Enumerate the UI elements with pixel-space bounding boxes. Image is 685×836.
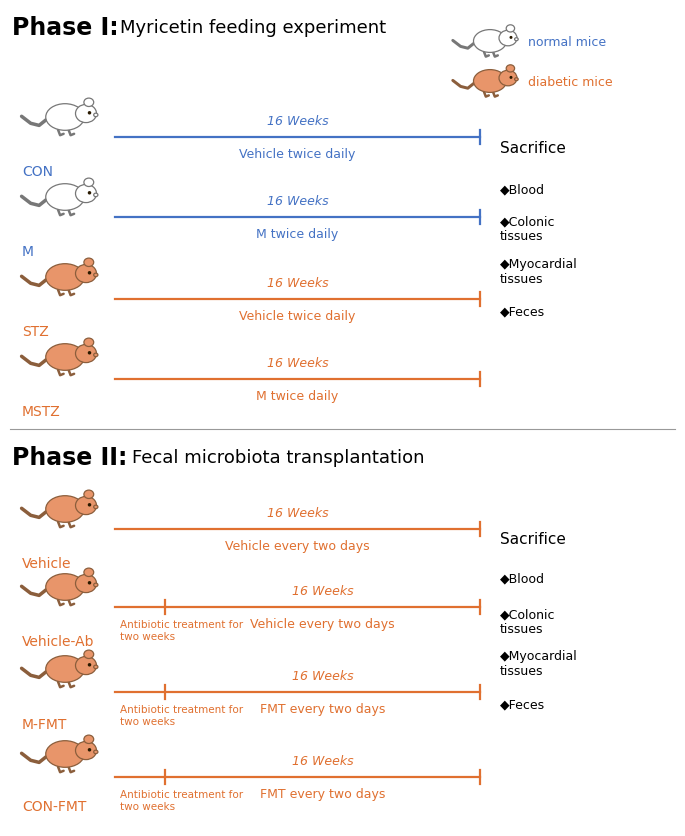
Circle shape: [510, 77, 512, 79]
Ellipse shape: [514, 79, 518, 82]
Text: ◆Myocardial
tissues: ◆Myocardial tissues: [500, 650, 577, 677]
Text: MSTZ: MSTZ: [22, 405, 61, 419]
Ellipse shape: [94, 354, 98, 357]
Ellipse shape: [506, 66, 514, 73]
Ellipse shape: [473, 31, 506, 54]
Text: FMT every two days: FMT every two days: [260, 787, 385, 800]
Text: STZ: STZ: [22, 324, 49, 339]
Ellipse shape: [94, 506, 98, 509]
Ellipse shape: [75, 656, 97, 675]
Text: Vehicle every two days: Vehicle every two days: [225, 539, 370, 553]
Ellipse shape: [94, 114, 98, 118]
Text: diabetic mice: diabetic mice: [528, 75, 612, 89]
Text: Phase II:: Phase II:: [12, 446, 127, 470]
Ellipse shape: [473, 70, 506, 94]
Ellipse shape: [46, 496, 84, 522]
Circle shape: [88, 272, 91, 275]
Ellipse shape: [84, 568, 94, 577]
Text: CON-FMT: CON-FMT: [22, 799, 86, 813]
Text: Vehicle: Vehicle: [22, 556, 71, 570]
Circle shape: [88, 191, 91, 196]
Ellipse shape: [75, 345, 97, 363]
Ellipse shape: [94, 194, 98, 197]
Text: 16 Weeks: 16 Weeks: [266, 357, 328, 370]
Text: ◆Colonic
tissues: ◆Colonic tissues: [500, 215, 556, 242]
Ellipse shape: [75, 265, 97, 283]
Ellipse shape: [506, 26, 514, 33]
Text: Antibiotic treatment for
two weeks: Antibiotic treatment for two weeks: [120, 704, 243, 726]
Ellipse shape: [75, 574, 97, 593]
Ellipse shape: [46, 344, 84, 371]
Text: Vehicle twice daily: Vehicle twice daily: [239, 148, 356, 161]
Ellipse shape: [94, 584, 98, 587]
Text: ◆Blood: ◆Blood: [500, 571, 545, 584]
Ellipse shape: [514, 38, 518, 42]
Text: 16 Weeks: 16 Weeks: [266, 195, 328, 208]
Text: Vehicle every two days: Vehicle every two days: [250, 617, 395, 630]
Ellipse shape: [46, 656, 84, 682]
Ellipse shape: [84, 179, 94, 187]
Circle shape: [88, 748, 91, 752]
Ellipse shape: [46, 185, 84, 211]
Ellipse shape: [75, 742, 97, 760]
Ellipse shape: [94, 274, 98, 278]
Ellipse shape: [499, 71, 517, 87]
Text: Antibiotic treatment for
two weeks: Antibiotic treatment for two weeks: [120, 789, 243, 811]
Text: M twice daily: M twice daily: [256, 227, 338, 241]
Text: M twice daily: M twice daily: [256, 390, 338, 402]
Text: M: M: [22, 245, 34, 258]
Text: M-FMT: M-FMT: [22, 717, 67, 732]
Text: ◆Blood: ◆Blood: [500, 183, 545, 196]
Text: 16 Weeks: 16 Weeks: [266, 115, 328, 128]
Text: Phase I:: Phase I:: [12, 16, 119, 40]
Text: FMT every two days: FMT every two days: [260, 702, 385, 715]
Text: CON: CON: [22, 165, 53, 179]
Text: 16 Weeks: 16 Weeks: [292, 584, 353, 597]
Ellipse shape: [46, 104, 84, 131]
Ellipse shape: [84, 735, 94, 743]
Ellipse shape: [46, 574, 84, 600]
Text: Sacrifice: Sacrifice: [500, 140, 566, 155]
Ellipse shape: [46, 741, 84, 767]
Text: normal mice: normal mice: [528, 35, 606, 48]
Circle shape: [88, 112, 91, 115]
Circle shape: [88, 503, 91, 507]
Text: ◆Myocardial
tissues: ◆Myocardial tissues: [500, 257, 577, 286]
Ellipse shape: [84, 339, 94, 347]
Text: ◆Feces: ◆Feces: [500, 697, 545, 710]
Ellipse shape: [499, 31, 517, 47]
Text: 16 Weeks: 16 Weeks: [266, 507, 328, 519]
Circle shape: [510, 37, 512, 40]
Ellipse shape: [46, 264, 84, 291]
Text: 16 Weeks: 16 Weeks: [266, 277, 328, 289]
Text: ◆Colonic
tissues: ◆Colonic tissues: [500, 607, 556, 635]
Text: ◆Feces: ◆Feces: [500, 304, 545, 318]
Text: Sacrifice: Sacrifice: [500, 532, 566, 547]
Ellipse shape: [75, 497, 97, 515]
Ellipse shape: [75, 186, 97, 203]
Ellipse shape: [84, 491, 94, 499]
Ellipse shape: [94, 665, 98, 669]
Text: 16 Weeks: 16 Weeks: [292, 754, 353, 767]
Circle shape: [88, 581, 91, 585]
Ellipse shape: [84, 650, 94, 659]
Ellipse shape: [84, 99, 94, 107]
Ellipse shape: [84, 259, 94, 268]
Text: Myricetin feeding experiment: Myricetin feeding experiment: [120, 19, 386, 37]
Ellipse shape: [75, 105, 97, 124]
Circle shape: [88, 352, 91, 355]
Ellipse shape: [94, 750, 98, 754]
Text: Fecal microbiota transplantation: Fecal microbiota transplantation: [132, 448, 425, 466]
Text: Vehicle-Ab: Vehicle-Ab: [22, 635, 95, 648]
Text: Vehicle twice daily: Vehicle twice daily: [239, 309, 356, 323]
Text: Antibiotic treatment for
two weeks: Antibiotic treatment for two weeks: [120, 619, 243, 641]
Circle shape: [88, 663, 91, 667]
Text: 16 Weeks: 16 Weeks: [292, 669, 353, 682]
